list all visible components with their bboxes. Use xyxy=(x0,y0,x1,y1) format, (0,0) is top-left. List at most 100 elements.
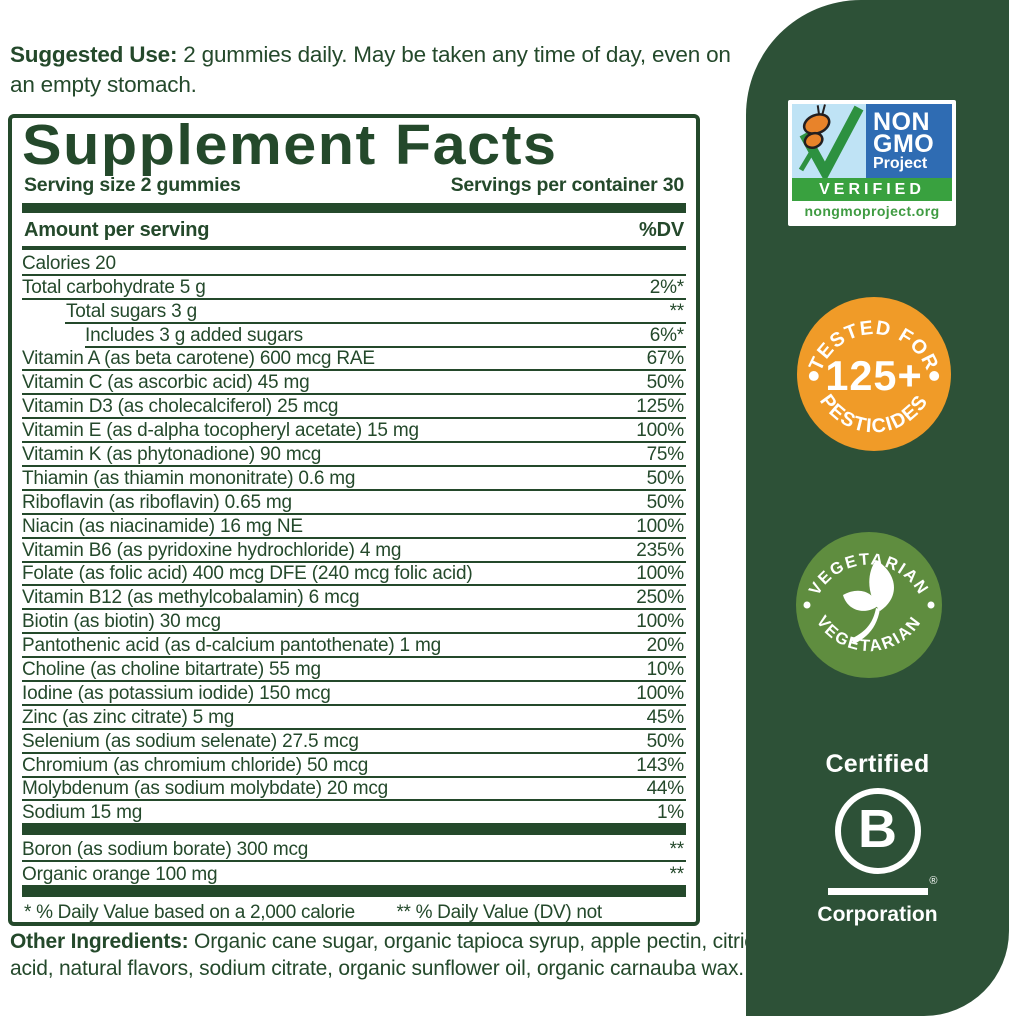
nutrient-row: Includes 3 g added sugars 6%* xyxy=(22,321,686,346)
left-dot xyxy=(803,601,811,609)
nutrient-dv: ** xyxy=(669,864,685,886)
nutrient-dv: 100% xyxy=(636,563,684,585)
suggested-use-text: 2 gummies daily. May be taken any time o… xyxy=(10,42,731,97)
nutrient-name: Thiamin (as thiamin mononitrate) 0.6 mg xyxy=(22,467,356,489)
nutrient-name: Vitamin D3 (as cholecalciferol) 25 mcg xyxy=(22,396,339,418)
nutrient-row: Vitamin K (as phytonadione) 90 mcg 75% xyxy=(22,441,686,465)
nutrient-row: Pantothenic acid (as d-calcium pantothen… xyxy=(22,632,686,656)
nutrient-row: Boron (as sodium borate) 300 mcg ** xyxy=(22,835,686,860)
suggested-use-label: Suggested Use: xyxy=(10,42,178,67)
nutrient-table: Calories 20 Total carbohydrate 5 g 2%* T… xyxy=(22,250,686,823)
serving-info-row: Serving size 2 gummies Servings per cont… xyxy=(22,172,686,203)
nutrient-name: Total sugars 3 g xyxy=(66,300,197,322)
non-gmo-url: nongmoproject.org xyxy=(792,201,952,222)
nutrient-name: Choline (as choline bitartrate) 55 mg xyxy=(22,659,321,681)
non-gmo-verified-band: VERIFIED xyxy=(792,178,952,201)
b-corp-bar xyxy=(827,888,928,895)
dv-header: %DV xyxy=(639,219,684,241)
butterfly-checkmark-icon xyxy=(792,104,866,178)
nutrient-dv: 2%* xyxy=(649,276,684,298)
nutrient-name: Zinc (as zinc citrate) 5 mg xyxy=(22,706,235,728)
nutrient-dv: 50% xyxy=(646,491,685,513)
nutrient-name: Sodium 15 mg xyxy=(22,802,143,824)
leaves-icon xyxy=(843,560,894,644)
tested-for-pesticides-badge: TESTED FOR 125+ PESTICIDES xyxy=(797,297,951,451)
nutrient-dv: 20% xyxy=(646,635,685,657)
non-gmo-line1: NON xyxy=(873,107,931,136)
nutrient-row: Molybdenum (as sodium molybdate) 20 mcg … xyxy=(22,775,686,800)
right-dot xyxy=(929,371,940,381)
nutrient-row: Sodium 15 mg 1% xyxy=(22,799,686,823)
non-gmo-line3: Project xyxy=(873,154,928,172)
nutrient-row: Chromium (as chromium chloride) 50 mcg 1… xyxy=(22,751,686,776)
nutrient-row: Vitamin A (as beta carotene) 600 mcg RAE… xyxy=(22,345,686,370)
nutrient-dv: 100% xyxy=(636,682,684,704)
serving-size: Serving size 2 gummies xyxy=(24,174,241,196)
nutrient-name: Vitamin B12 (as methylcobalamin) 6 mcg xyxy=(22,587,360,609)
nutrient-name: Includes 3 g added sugars xyxy=(85,324,303,346)
nutrient-name: Boron (as sodium borate) 300 mcg xyxy=(22,839,309,861)
nutrient-row: Vitamin C (as ascorbic acid) 45 mg 50% xyxy=(22,369,686,393)
nutrient-dv: 100% xyxy=(636,611,684,633)
b-corp-badge: Certified B ® Corporation xyxy=(746,750,1009,927)
nutrient-row: Zinc (as zinc citrate) 5 mg 45% xyxy=(22,703,686,728)
suggested-use: Suggested Use: 2 gummies daily. May be t… xyxy=(10,40,752,99)
footnote-not-established: ** % Daily Value (DV) not established xyxy=(396,902,602,924)
nutrient-dv: 1% xyxy=(656,802,684,824)
nutrient-row: Iodine (as potassium iodide) 150 mcg 100… xyxy=(22,680,686,704)
vegetarian-badge: VEGETARIAN VEGETARIAN xyxy=(796,532,942,678)
nutrient-dv: 143% xyxy=(636,754,684,776)
nutrient-row: Organic orange 100 mg ** xyxy=(22,860,686,885)
nutrient-name: Pantothenic acid (as d-calcium pantothen… xyxy=(22,635,441,657)
footnote-daily-value: * % Daily Value based on a 2,000 calorie… xyxy=(24,902,355,924)
nutrient-name: Riboflavin (as riboflavin) 0.65 mg xyxy=(22,491,292,513)
nutrient-row: Selenium (as sodium selenate) 27.5 mcg 5… xyxy=(22,727,686,752)
non-gmo-wordmark: NON GMO Project xyxy=(866,104,952,178)
nutrient-name: Vitamin E (as d-alpha tocopheryl acetate… xyxy=(22,420,419,442)
nutrient-row: Biotin (as biotin) 30 mcg 100% xyxy=(22,608,686,632)
nutrient-name: Selenium (as sodium selenate) 27.5 mcg xyxy=(22,730,359,752)
nutrient-dv: 45% xyxy=(646,706,685,728)
footnotes: * % Daily Value based on a 2,000 calorie… xyxy=(22,897,686,924)
nutrient-dv: 250% xyxy=(636,587,684,609)
nutrient-dv: ** xyxy=(669,300,685,322)
nutrient-row: Folate (as folic acid) 400 mcg DFE (240 … xyxy=(22,560,686,585)
nutrient-dv: ** xyxy=(669,839,685,861)
non-gmo-badge-top: NON GMO Project xyxy=(792,104,952,178)
nutrient-name: Vitamin K (as phytonadione) 90 mcg xyxy=(22,444,322,466)
nutrient-name: Chromium (as chromium chloride) 50 mcg xyxy=(22,754,369,776)
registered-mark: ® xyxy=(929,875,938,887)
other-ingredients: Other Ingredients: Organic cane sugar, o… xyxy=(10,928,760,983)
nutrient-row: Vitamin D3 (as cholecalciferol) 25 mcg 1… xyxy=(22,393,686,417)
b-corp-logo-circle: B xyxy=(834,788,921,874)
b-corp-letter: B xyxy=(858,799,897,859)
pesticides-count-text: 125+ xyxy=(825,352,922,399)
nutrient-row: Thiamin (as thiamin mononitrate) 0.6 mg … xyxy=(22,465,686,489)
non-gmo-verified-badge: NON GMO Project VERIFIED nongmoproject.o… xyxy=(788,100,956,226)
supplement-facts-title: Supplement Facts xyxy=(22,114,558,177)
nutrient-dv: 50% xyxy=(646,372,685,394)
b-corp-underline: ® xyxy=(827,875,938,895)
nutrient-dv: 100% xyxy=(636,515,684,537)
nutrient-name: Vitamin C (as ascorbic acid) 45 mg xyxy=(22,372,310,394)
nutrient-row: Choline (as choline bitartrate) 55 mg 10… xyxy=(22,656,686,680)
nutrient-name: Vitamin B6 (as pyridoxine hydrochloride)… xyxy=(22,539,402,561)
right-dot xyxy=(927,601,935,609)
nutrient-name: Vitamin A (as beta carotene) 600 mcg RAE xyxy=(22,348,375,370)
nutrient-name: Molybdenum (as sodium molybdate) 20 mcg xyxy=(22,778,389,800)
nutrient-dv: 75% xyxy=(646,444,685,466)
nutrient-row: Calories 20 xyxy=(22,250,686,274)
nutrient-name: Iodine (as potassium iodide) 150 mcg xyxy=(22,682,331,704)
divider-bar-middle xyxy=(22,823,686,836)
nutrient-dv: 100% xyxy=(636,420,684,442)
nutrient-dv: 50% xyxy=(646,467,685,489)
other-ingredients-text: Organic cane sugar, organic tapioca syru… xyxy=(10,930,755,981)
b-corp-corporation-text: Corporation xyxy=(817,903,938,926)
nutrient-row: Total carbohydrate 5 g 2%* xyxy=(22,273,686,298)
nutrient-dv: 235% xyxy=(636,539,684,561)
nutrient-row: Vitamin B12 (as methylcobalamin) 6 mcg 2… xyxy=(22,584,686,608)
nutrient-row: Vitamin B6 (as pyridoxine hydrochloride)… xyxy=(22,536,686,561)
nutrient-row: Riboflavin (as riboflavin) 0.65 mg 50% xyxy=(22,488,686,513)
non-gmo-line2: GMO xyxy=(873,129,935,158)
